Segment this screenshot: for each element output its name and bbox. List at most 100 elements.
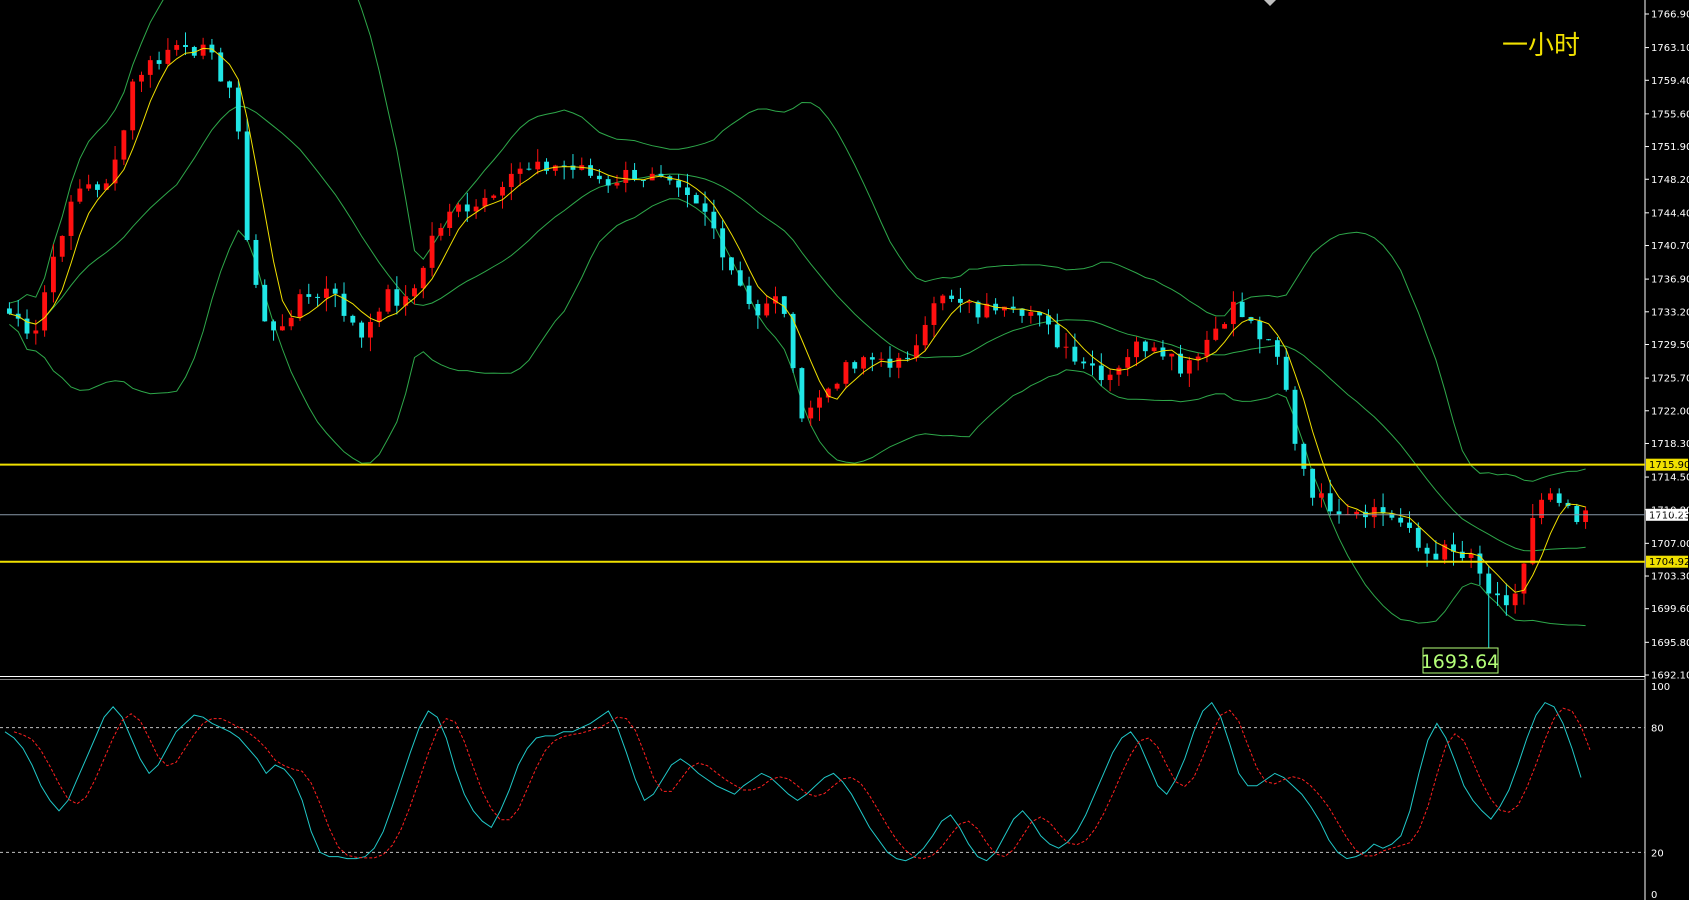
candle-body	[957, 298, 963, 303]
candle	[403, 285, 409, 316]
candle-body	[1063, 346, 1069, 348]
candle-body	[869, 357, 875, 360]
candle-body	[1222, 324, 1227, 329]
candle	[808, 400, 814, 426]
candle-body	[315, 296, 321, 298]
candle	[773, 286, 778, 314]
candle-body	[544, 161, 549, 171]
candle-body	[1160, 347, 1166, 357]
candle-body	[984, 303, 990, 318]
candle-body	[86, 184, 92, 189]
candle	[869, 352, 875, 372]
candle	[1010, 296, 1016, 313]
candle	[1530, 503, 1536, 566]
candle	[244, 118, 250, 242]
candle	[702, 191, 708, 226]
candle-body	[359, 322, 365, 338]
price-axis: 1766.90 1763.10 1759.40 1755.60 1751.90 1748.…	[1645, 10, 1689, 682]
candle	[1257, 316, 1263, 354]
candle-body	[139, 74, 144, 82]
candle	[315, 293, 321, 307]
chevron-down-icon[interactable]	[1264, 0, 1276, 6]
candle-body	[447, 211, 453, 228]
candle-body	[482, 197, 488, 207]
candle-body	[253, 239, 259, 285]
candle-body	[1195, 356, 1201, 361]
candle	[288, 310, 294, 331]
oscillator-tick-label: 100	[1651, 682, 1670, 693]
candle-body	[1046, 315, 1051, 325]
candle-body	[218, 52, 224, 82]
candle	[1037, 311, 1043, 327]
candle	[420, 265, 426, 299]
candle-body	[658, 173, 664, 177]
candle-body	[271, 321, 276, 331]
candle-body	[975, 301, 981, 318]
candle-body	[940, 295, 946, 304]
candle-body	[1081, 361, 1087, 364]
candle-body	[350, 315, 356, 323]
candle-body	[913, 345, 919, 358]
candle-body	[1371, 507, 1377, 518]
candle-body	[720, 228, 726, 258]
price-tick-label: 1755.60	[1651, 109, 1689, 120]
candle-body	[1266, 339, 1272, 341]
candle-body	[6, 308, 12, 314]
candle	[491, 194, 497, 200]
candle-body	[165, 49, 171, 64]
candle-body	[1090, 363, 1095, 366]
candle-body	[949, 295, 955, 299]
candle-body	[1230, 301, 1236, 325]
candle-body	[24, 318, 30, 334]
candle	[86, 174, 92, 191]
candle-body	[1530, 517, 1536, 564]
candle	[949, 289, 955, 303]
candle	[1574, 503, 1580, 525]
price-tick-label: 1748.20	[1651, 175, 1689, 186]
candle-body	[905, 357, 910, 359]
candle	[861, 355, 866, 375]
candle-body	[561, 165, 567, 167]
candle-body	[297, 294, 303, 318]
candle-body	[799, 368, 805, 419]
candle	[368, 313, 373, 352]
candle-body	[1398, 517, 1404, 523]
candle	[535, 149, 541, 175]
low-annotation-box	[1422, 647, 1499, 674]
price-tick-label: 1699.60	[1651, 604, 1689, 615]
candlesticks	[6, 32, 1589, 662]
candle-body	[279, 326, 285, 331]
candle-body	[147, 60, 153, 75]
candle-body	[1274, 340, 1280, 357]
candle-body	[1019, 308, 1025, 316]
candle-body	[394, 289, 400, 306]
candle-body	[570, 165, 576, 170]
candle	[834, 382, 840, 391]
candle	[737, 261, 743, 287]
candle	[1213, 316, 1219, 342]
price-tick-label: 1695.80	[1651, 638, 1689, 649]
candle	[940, 294, 946, 311]
candle-body	[526, 168, 532, 170]
price-tick-label: 1759.40	[1651, 76, 1689, 87]
candle	[156, 51, 162, 70]
candle	[139, 71, 144, 93]
candle-body	[1002, 306, 1007, 311]
candle	[279, 314, 285, 331]
candle	[1239, 292, 1245, 318]
candle-body	[235, 87, 241, 132]
candle-body	[403, 296, 409, 306]
candle	[147, 55, 153, 88]
candle-body	[385, 289, 391, 312]
oscillator-tick-label: 80	[1651, 724, 1664, 735]
candle	[1442, 539, 1448, 564]
candle	[852, 360, 858, 374]
candle-body	[1178, 353, 1183, 374]
candle	[1125, 349, 1131, 377]
candle-body	[1424, 547, 1430, 554]
candle	[1539, 493, 1544, 525]
candle	[1028, 305, 1034, 324]
candle	[1310, 468, 1316, 506]
candle-body	[1310, 468, 1316, 498]
candle-body	[808, 407, 814, 419]
